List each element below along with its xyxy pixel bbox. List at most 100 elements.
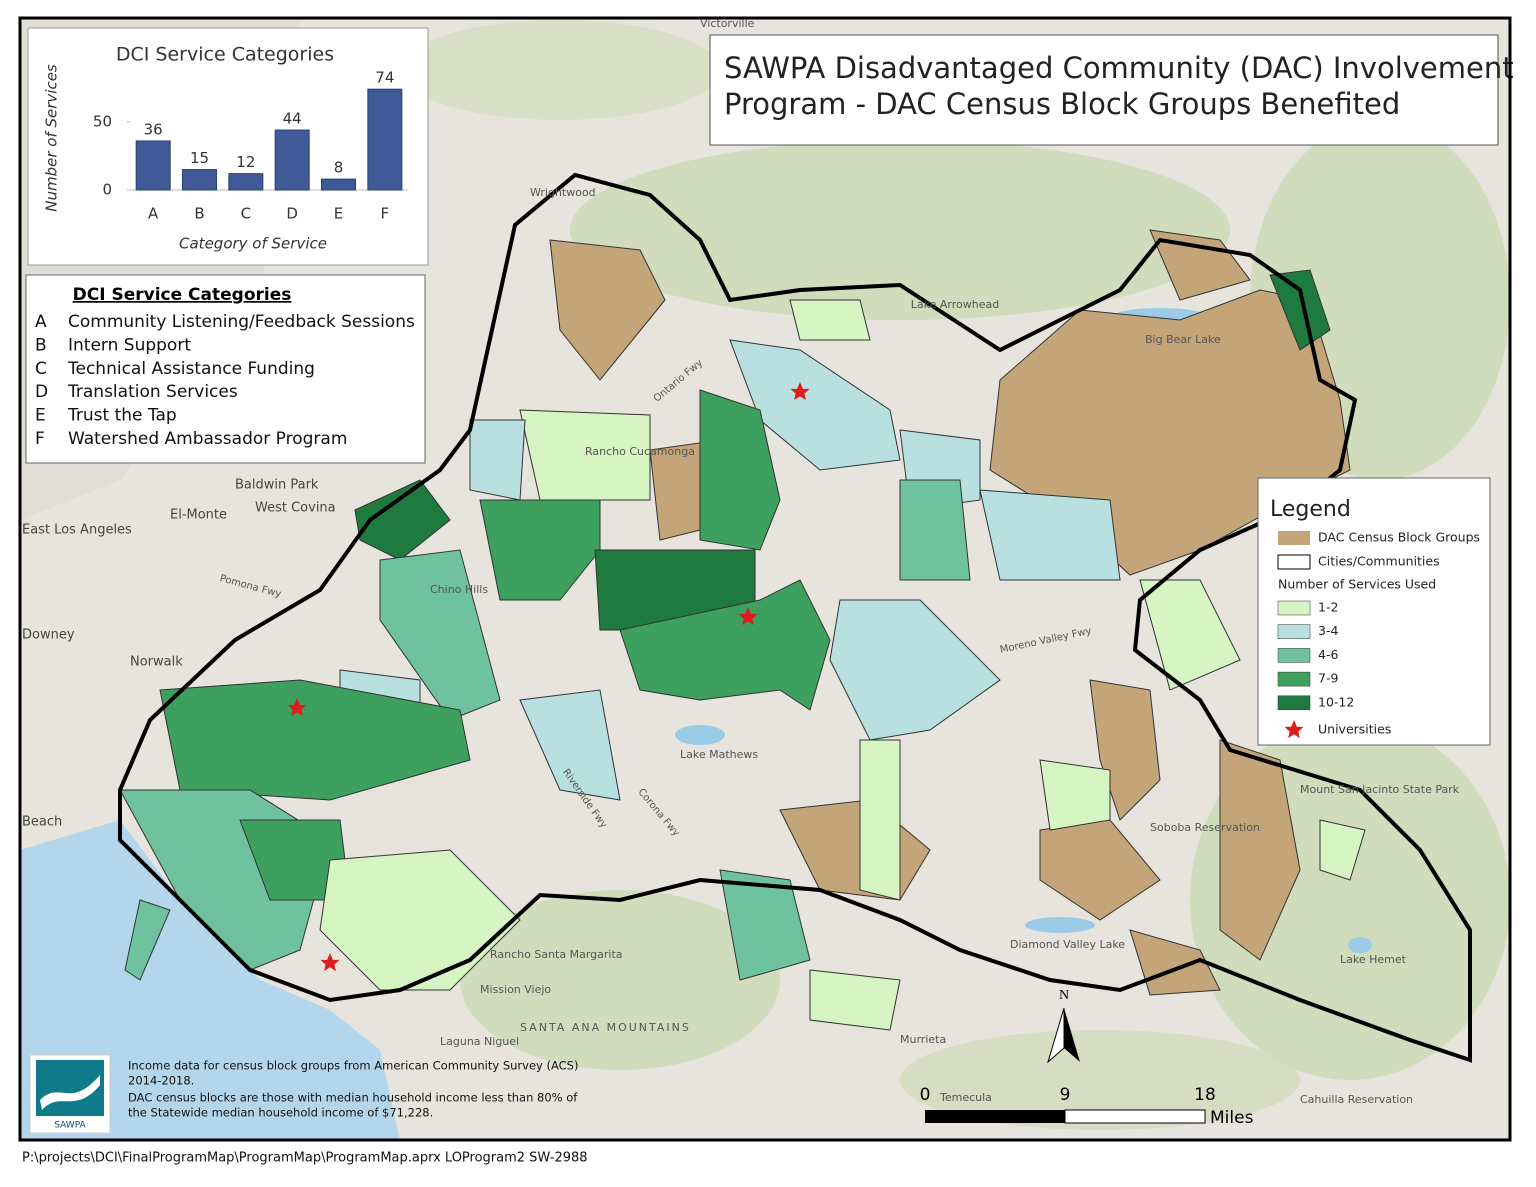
place-label: Soboba Reservation: [1150, 821, 1260, 834]
service-area: [829, 599, 1001, 741]
x-tick-label: C: [241, 205, 251, 223]
bar: [182, 169, 217, 191]
title-panel: [709, 34, 1499, 146]
category-letter: F: [35, 429, 45, 449]
dac-area: [1089, 679, 1161, 821]
bar: [367, 88, 403, 191]
bar: [274, 129, 310, 191]
scale-bar: 0 9 18 Miles: [920, 1085, 1254, 1128]
legend-label: 7-9: [1318, 671, 1338, 686]
service-area: [124, 899, 171, 981]
place-label: Lake Mathews: [680, 748, 758, 761]
place-label: Norwalk: [130, 655, 183, 670]
scale-segment: [1064, 1109, 1206, 1124]
y-axis-label: Number of Services: [43, 64, 61, 212]
service-area: [979, 489, 1121, 581]
service-area: [379, 549, 501, 721]
arrow-half: [1047, 1007, 1065, 1064]
service-area: [859, 739, 901, 901]
legend-title: Legend: [1270, 497, 1351, 522]
watershed-boundary: [118, 172, 1472, 1063]
scale-label: 0: [920, 1085, 931, 1105]
service-area: [519, 689, 621, 801]
legend-label: 10-12: [1318, 694, 1354, 709]
place-label: West Covina: [255, 501, 336, 516]
categories-box: DCI Service Categories A Community Listen…: [25, 274, 426, 464]
notes: Income data for census block groups from…: [128, 1059, 578, 1120]
service-area: [469, 419, 526, 501]
x-tick-label: F: [381, 205, 390, 223]
terrain: [570, 140, 1230, 320]
note-line: the Statewide median household income of…: [128, 1106, 433, 1120]
x-tick-label: A: [148, 205, 159, 223]
place-label: Big Bear Lake: [1145, 333, 1221, 346]
note-line: DAC census blocks are those with median …: [128, 1091, 578, 1105]
value-label: 15: [190, 149, 209, 167]
university-marker: [790, 382, 810, 401]
legend-label: DAC Census Block Groups: [1318, 530, 1480, 545]
category-label: Intern Support: [68, 335, 191, 355]
lake: [1348, 937, 1372, 953]
legend-label: Universities: [1318, 722, 1391, 737]
north-label: N: [1059, 988, 1069, 1003]
footer-path: P:\projects\DCI\FinalProgramMap\ProgramM…: [22, 1151, 588, 1166]
legend-label: 1-2: [1318, 600, 1338, 615]
universities: [287, 382, 810, 972]
terrain: [900, 1030, 1300, 1130]
service-area: [809, 969, 901, 1031]
note-line: Income data for census block groups from…: [128, 1059, 578, 1073]
terrain: [460, 890, 780, 1070]
category-label: Trust the Tap: [67, 406, 177, 426]
place-label: Laguna Niguel: [440, 1035, 519, 1048]
categories-title: DCI Service Categories: [73, 285, 292, 305]
legend-heading: Number of Services Used: [1278, 577, 1436, 592]
service-area: [519, 409, 651, 501]
category-label: Community Listening/Feedback Sessions: [68, 312, 415, 332]
chart-plot: 0 50 36 A 15 B 12 C 44 D 8 E 74 F: [93, 69, 403, 223]
scale-segment: [925, 1110, 1065, 1123]
y-tick-label: 50: [93, 112, 112, 130]
place-label: Baldwin Park: [235, 478, 319, 493]
place-label: SANTA ANA MOUNTAINS: [520, 1021, 691, 1034]
place-label: Diamond Valley Lake: [1010, 938, 1125, 951]
bar: [135, 140, 171, 191]
place-label: Mount San Jacinto State Park: [1300, 783, 1460, 796]
legend-swatch: [1278, 531, 1310, 545]
legend-swatch: [1277, 600, 1311, 616]
chart-panel: [27, 27, 429, 266]
value-label: 36: [144, 120, 163, 138]
service-area: [1269, 269, 1331, 351]
value-label: 12: [236, 153, 255, 171]
place-label: El-Monte: [170, 508, 227, 523]
place-label: Lake Hemet: [1340, 953, 1407, 966]
category-label: Translation Services: [67, 382, 238, 402]
place-label: Chino Hills: [430, 583, 488, 596]
place-label: Temecula: [939, 1091, 992, 1104]
place-label: Murrieta: [900, 1033, 946, 1046]
x-tick-label: E: [334, 205, 343, 223]
x-tick-label: B: [194, 205, 204, 223]
legend-swatch: [1277, 624, 1311, 639]
service-area: [1139, 579, 1241, 691]
category-letter: B: [35, 335, 47, 355]
legend: Legend DAC Census Block Groups Cities/Co…: [1257, 477, 1491, 746]
place-label: Rancho Santa Margarita: [490, 948, 623, 961]
ocean: [20, 820, 400, 1140]
service-area: [699, 389, 781, 551]
value-label: 8: [334, 159, 344, 177]
north-arrow: N: [1047, 988, 1080, 1064]
place-label: Victorville: [700, 17, 755, 30]
category-label: Technical Assistance Funding: [67, 359, 315, 379]
category-label: Watershed Ambassador Program: [68, 429, 347, 449]
dac-area: [549, 239, 666, 381]
categories-list: A Community Listening/Feedback Sessions B I…: [35, 312, 415, 449]
dac-area: [1219, 739, 1301, 961]
legend-swatch: [1277, 695, 1311, 711]
block-groups: [119, 229, 1366, 1031]
map-title: Program - DAC Census Block Groups Benefi…: [724, 87, 1400, 121]
university-marker: [320, 953, 340, 972]
logo-text: SAWPA: [54, 1121, 86, 1131]
legend-swatch: [1277, 671, 1311, 687]
bar: [321, 178, 356, 191]
